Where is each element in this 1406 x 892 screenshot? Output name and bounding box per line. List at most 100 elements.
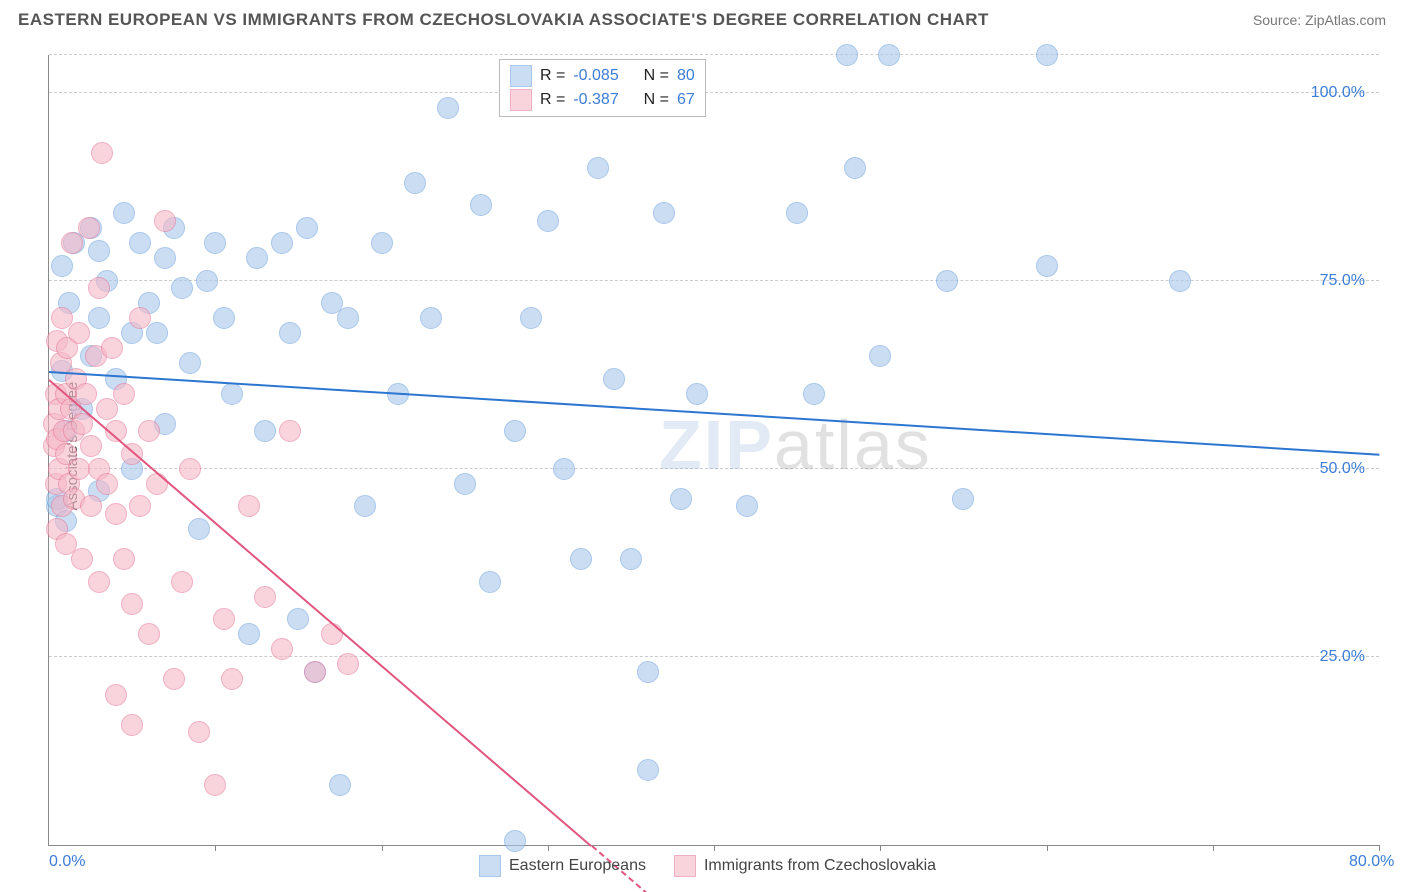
data-point: [404, 172, 426, 194]
data-point: [138, 420, 160, 442]
data-point: [836, 44, 858, 66]
stat-n-value: 80: [677, 64, 695, 88]
data-point: [670, 488, 692, 510]
data-point: [420, 307, 442, 329]
data-point: [71, 548, 93, 570]
stats-legend-row: R =-0.387 N =67: [510, 88, 695, 112]
data-point: [786, 202, 808, 224]
data-point: [121, 593, 143, 615]
data-point: [271, 232, 293, 254]
data-point: [354, 495, 376, 517]
data-point: [304, 661, 326, 683]
data-point: [437, 97, 459, 119]
data-point: [271, 638, 293, 660]
data-point: [279, 322, 301, 344]
source-label: Source: ZipAtlas.com: [1253, 12, 1386, 28]
y-tick-label: 25.0%: [1320, 648, 1365, 666]
data-point: [154, 247, 176, 269]
data-point: [75, 383, 97, 405]
data-point: [537, 210, 559, 232]
x-tick: [215, 845, 216, 851]
data-point: [113, 383, 135, 405]
data-point: [188, 518, 210, 540]
data-point: [196, 270, 218, 292]
data-point: [869, 345, 891, 367]
y-tick-label: 50.0%: [1320, 460, 1365, 478]
data-point: [637, 759, 659, 781]
legend-swatch: [510, 65, 532, 87]
data-point: [254, 420, 276, 442]
data-point: [204, 232, 226, 254]
y-tick-label: 75.0%: [1320, 272, 1365, 290]
data-point: [221, 668, 243, 690]
data-point: [129, 495, 151, 517]
data-point: [1036, 44, 1058, 66]
gridline-h: [49, 54, 1379, 55]
data-point: [68, 322, 90, 344]
gridline-h: [49, 92, 1379, 93]
series-legend: Eastern Europeans Immigrants from Czechos…: [479, 855, 936, 877]
data-point: [113, 202, 135, 224]
series-legend-item: Eastern Europeans: [479, 855, 646, 877]
data-point: [238, 495, 260, 517]
stat-n-label: N =: [644, 64, 669, 88]
x-tick-label: 0.0%: [49, 853, 85, 871]
data-point: [587, 157, 609, 179]
data-point: [213, 307, 235, 329]
data-point: [553, 458, 575, 480]
data-point: [171, 277, 193, 299]
data-point: [113, 548, 135, 570]
data-point: [936, 270, 958, 292]
data-point: [620, 548, 642, 570]
stat-r-value: -0.387: [573, 88, 618, 112]
data-point: [603, 368, 625, 390]
data-point: [154, 210, 176, 232]
x-tick: [548, 845, 549, 851]
legend-swatch: [510, 89, 532, 111]
data-point: [1169, 270, 1191, 292]
x-tick: [880, 845, 881, 851]
x-tick-label: 80.0%: [1349, 853, 1394, 871]
data-point: [952, 488, 974, 510]
data-point: [878, 44, 900, 66]
watermark-zip: ZIP: [659, 406, 774, 484]
series-name: Eastern Europeans: [509, 857, 646, 875]
stat-r-value: -0.085: [573, 64, 618, 88]
data-point: [105, 684, 127, 706]
data-point: [254, 586, 276, 608]
data-point: [121, 714, 143, 736]
data-point: [204, 774, 226, 796]
stat-r-label: R =: [540, 64, 565, 88]
data-point: [163, 668, 185, 690]
plot-area: 25.0%50.0%75.0%100.0%0.0%80.0%ZIPatlasR …: [48, 55, 1379, 846]
data-point: [504, 420, 526, 442]
data-point: [51, 255, 73, 277]
data-point: [129, 307, 151, 329]
data-point: [470, 194, 492, 216]
data-point: [129, 232, 151, 254]
data-point: [504, 830, 526, 852]
y-tick-label: 100.0%: [1311, 84, 1365, 102]
data-point: [238, 623, 260, 645]
data-point: [637, 661, 659, 683]
data-point: [279, 420, 301, 442]
data-point: [1036, 255, 1058, 277]
x-tick: [382, 845, 383, 851]
data-point: [221, 383, 243, 405]
data-point: [803, 383, 825, 405]
stats-legend: R =-0.085 N =80R =-0.387 N =67: [499, 59, 706, 117]
x-tick: [714, 845, 715, 851]
data-point: [296, 217, 318, 239]
data-point: [321, 623, 343, 645]
data-point: [188, 721, 210, 743]
data-point: [179, 352, 201, 374]
stats-legend-row: R = -0.085 N = 80: [510, 64, 695, 88]
data-point: [78, 217, 100, 239]
data-point: [337, 307, 359, 329]
series-legend-item: Immigrants from Czechoslovakia: [674, 855, 936, 877]
stat-r-label: R =: [540, 88, 565, 112]
chart-title: EASTERN EUROPEAN VS IMMIGRANTS FROM CZEC…: [18, 10, 989, 30]
trend-line: [49, 371, 1379, 456]
data-point: [91, 142, 113, 164]
data-point: [96, 473, 118, 495]
